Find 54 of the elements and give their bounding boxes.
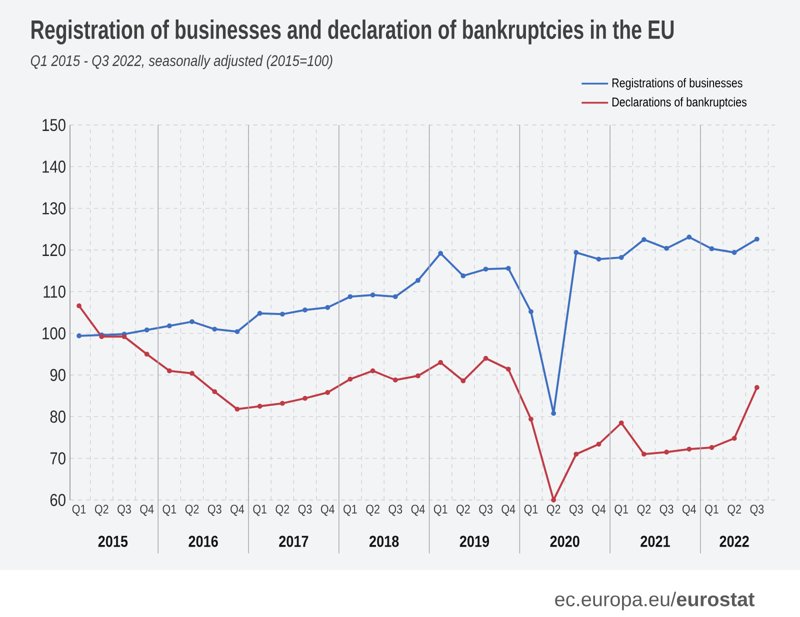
- y-tick-label: 150: [42, 118, 66, 132]
- x-tick-label: Q4: [230, 504, 244, 516]
- x-tick-label: Q3: [298, 504, 312, 516]
- y-tick-label: 60: [50, 494, 66, 506]
- text: 2021: [640, 536, 670, 547]
- y-tick-label: 90: [50, 368, 66, 382]
- x-tick-label: Q4: [682, 504, 696, 516]
- x-tick-label: Q3: [660, 504, 674, 516]
- text: 2018: [370, 536, 399, 547]
- text: 2020: [550, 536, 580, 547]
- x-tick-label: Q1: [72, 504, 86, 516]
- x-tick-label: Q3: [750, 504, 764, 516]
- chart-subtitle: Q1 2015 - Q3 2022, seasonally adjusted (2015=100): [30, 54, 332, 70]
- x-tick-label: Q2: [728, 504, 741, 516]
- x-tick-label: Q1: [705, 504, 718, 516]
- text: 2019: [460, 536, 490, 547]
- x-tick-label: Q2: [637, 504, 651, 516]
- text: 2016: [188, 536, 218, 547]
- x-tick-label: Q2: [276, 504, 290, 516]
- x-tick-label: Q1: [434, 504, 448, 516]
- y-tick-label: 120: [42, 244, 66, 256]
- x-tick-label: Q4: [140, 504, 154, 516]
- text: 2017: [279, 536, 308, 547]
- x-tick-label: Q3: [479, 504, 492, 516]
- y-tick-label: 80: [50, 410, 66, 423]
- chart-title: Registration of businesses and declaration of bankruptcies in the EU: [32, 20, 674, 44]
- x-tick-label: Q2: [94, 504, 108, 516]
- text: 2015: [98, 536, 128, 547]
- x-tick-label: Q4: [320, 504, 334, 516]
- x-tick-label: Q3: [570, 504, 583, 516]
- x-tick-label: Q2: [456, 504, 470, 516]
- y-tick-label: 70: [50, 452, 66, 464]
- x-tick-label: Q1: [524, 504, 538, 516]
- x-tick-label: Q4: [411, 504, 425, 516]
- x-tick-label: Q2: [185, 504, 199, 516]
- x-tick-label: Q2: [366, 504, 380, 516]
- y-tick-label: 110: [44, 286, 66, 298]
- x-tick-label: Q3: [118, 504, 131, 516]
- legend-label: Registrations of businesses: [612, 78, 742, 90]
- y-tick-label: 140: [42, 160, 66, 173]
- legend-label: Declarations of bankruptcies: [612, 97, 747, 109]
- x-tick-label: Q1: [162, 504, 176, 516]
- x-tick-label: Q2: [546, 504, 560, 516]
- y-tick-label: 100: [42, 327, 66, 340]
- x-tick-label: Q1: [344, 504, 357, 516]
- y-tick-label: 130: [42, 202, 66, 214]
- x-tick-label: Q1: [253, 504, 266, 516]
- x-tick-label: Q3: [388, 504, 402, 516]
- x-tick-label: Q4: [502, 504, 516, 516]
- x-tick-label: Q3: [208, 504, 222, 516]
- text: ec.europa.eu/eurostat: [555, 592, 754, 610]
- x-tick-label: Q1: [614, 504, 628, 516]
- x-tick-label: Q4: [592, 504, 606, 516]
- text: 2022: [720, 536, 749, 547]
